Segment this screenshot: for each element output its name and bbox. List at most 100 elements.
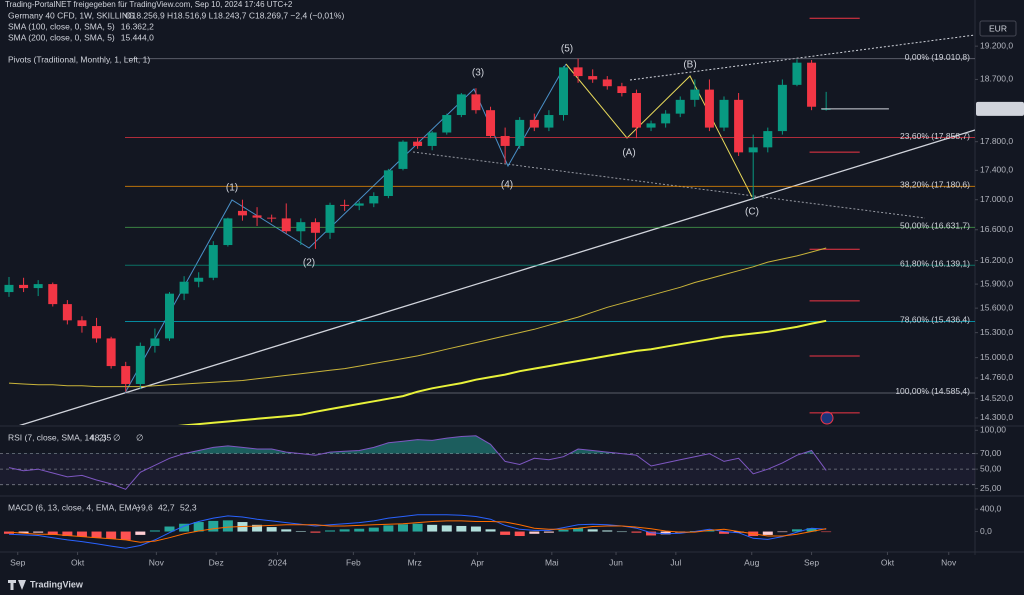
legend-value: ∅ xyxy=(113,432,121,442)
macd-histogram-bar xyxy=(791,529,802,532)
y-tick-label: 100,00 xyxy=(980,425,1006,435)
macd-histogram-bar xyxy=(806,528,817,532)
candle-body xyxy=(310,222,320,233)
legend-entry: SMA (200, close, 0, SMA, 5) xyxy=(8,32,115,42)
fib-label: 38,20% (17.180,6) xyxy=(900,180,970,190)
wave-label: (5) xyxy=(561,44,573,55)
macd-histogram-bar xyxy=(397,524,408,532)
pivots-legend: Pivots (Traditional, Monthly, 1, Left, 1… xyxy=(8,54,150,64)
macd-histogram-bar xyxy=(368,527,379,532)
candle-body xyxy=(92,326,102,339)
wave-label: (4) xyxy=(501,180,513,191)
x-tick-label: Nov xyxy=(149,557,165,567)
candle-body xyxy=(763,131,773,148)
x-tick-label: Jun xyxy=(609,557,623,567)
candle-body xyxy=(807,62,817,107)
candle-body xyxy=(646,123,656,128)
macd-histogram-bar xyxy=(208,520,219,532)
candle-body xyxy=(427,132,437,146)
candle-body xyxy=(413,141,423,146)
currency[interactable]: EUR xyxy=(989,23,1007,33)
macd-title: MACD (6, 13, close, 4, EMA, EMA) xyxy=(8,502,140,512)
candle-body xyxy=(675,99,685,114)
candle-body xyxy=(777,84,787,132)
x-tick-label: Sep xyxy=(804,557,819,567)
macd-histogram-bar xyxy=(704,530,715,532)
fib-label: 100,00% (14.585,4) xyxy=(895,386,970,396)
sma-line xyxy=(8,247,827,388)
candle-body xyxy=(661,113,671,124)
wave-label: (3) xyxy=(472,68,484,79)
candle-body xyxy=(383,170,393,196)
candle-body xyxy=(719,99,729,128)
candle-body xyxy=(48,284,58,305)
candle-body xyxy=(121,366,131,384)
candle-body xyxy=(237,210,247,216)
y-tick-label: 15.000,0 xyxy=(980,352,1013,362)
legend-value: ∅ xyxy=(136,432,144,442)
candle-body xyxy=(296,222,306,232)
candle-body xyxy=(208,245,218,278)
candle-body xyxy=(573,67,583,77)
candle-body xyxy=(690,89,700,100)
macd-histogram-bar xyxy=(441,525,452,532)
candle-body xyxy=(748,147,758,153)
fib-label: 78,60% (15.436,4) xyxy=(900,315,970,325)
macd-histogram-bar xyxy=(266,527,277,532)
x-tick-label: Sep xyxy=(10,557,25,567)
candle-body xyxy=(792,62,802,85)
candle-body xyxy=(165,293,175,339)
candle-body xyxy=(398,141,408,169)
macd-histogram-bar xyxy=(91,531,102,538)
signal-line xyxy=(8,520,827,543)
macd-histogram-bar xyxy=(821,531,832,533)
candle-body xyxy=(588,76,598,80)
wave-label: (B) xyxy=(683,60,696,71)
y-tick-label: 19.200,0 xyxy=(980,40,1013,50)
wave-label: (A) xyxy=(622,148,635,159)
macd-histogram-bar xyxy=(470,526,481,532)
macd-histogram-bar xyxy=(427,524,438,532)
macd-histogram-bar xyxy=(325,530,336,532)
macd-histogram-bar xyxy=(485,529,496,532)
x-tick-label: Nov xyxy=(941,557,957,567)
legend-value: 16.362,2 xyxy=(121,21,154,31)
fib-label: 23,60% (17.858,7) xyxy=(900,131,970,141)
macd-histogram-bar xyxy=(616,531,627,533)
x-tick-label: Mai xyxy=(545,557,559,567)
candle-body xyxy=(354,203,364,206)
x-tick-label: Jul xyxy=(670,557,681,567)
macd-histogram-bar xyxy=(602,530,613,532)
elliott-wave-correction xyxy=(565,63,753,198)
logo xyxy=(8,580,26,590)
macd-histogram-bar xyxy=(514,531,525,537)
legend-value: 15.444,0 xyxy=(121,32,154,42)
y-tick-label: 17.800,0 xyxy=(980,136,1013,146)
currency-box[interactable] xyxy=(979,20,1017,37)
macd-histogram-bar xyxy=(354,528,365,532)
legend-entry: SMA (100, close, 0, SMA, 5) xyxy=(8,21,115,31)
macd-histogram-bar xyxy=(149,530,160,532)
macd-histogram-bar xyxy=(762,531,773,535)
y-tick-label: 14.520,0 xyxy=(980,393,1013,403)
event-icon[interactable] xyxy=(820,411,834,425)
candle-body xyxy=(500,136,510,146)
macd-histogram-bar xyxy=(295,530,306,532)
candle-body xyxy=(486,110,496,137)
macd-histogram-bar xyxy=(573,528,584,532)
candle-body xyxy=(340,204,350,206)
candle-body xyxy=(194,277,204,282)
share-note: Trading-PortalNET freigegeben für Tradin… xyxy=(5,0,293,9)
fib-label: 50,00% (16.631,7) xyxy=(900,221,970,231)
candle-body xyxy=(135,345,145,384)
macd-histogram-bar xyxy=(660,531,671,535)
candle-body xyxy=(252,215,262,218)
sma-line xyxy=(177,319,827,425)
candle-body xyxy=(544,115,554,128)
macd-histogram-bar xyxy=(120,531,131,540)
macd-histogram-bar xyxy=(543,531,554,533)
macd-histogram-bar xyxy=(193,522,204,532)
candle-body xyxy=(33,284,43,289)
